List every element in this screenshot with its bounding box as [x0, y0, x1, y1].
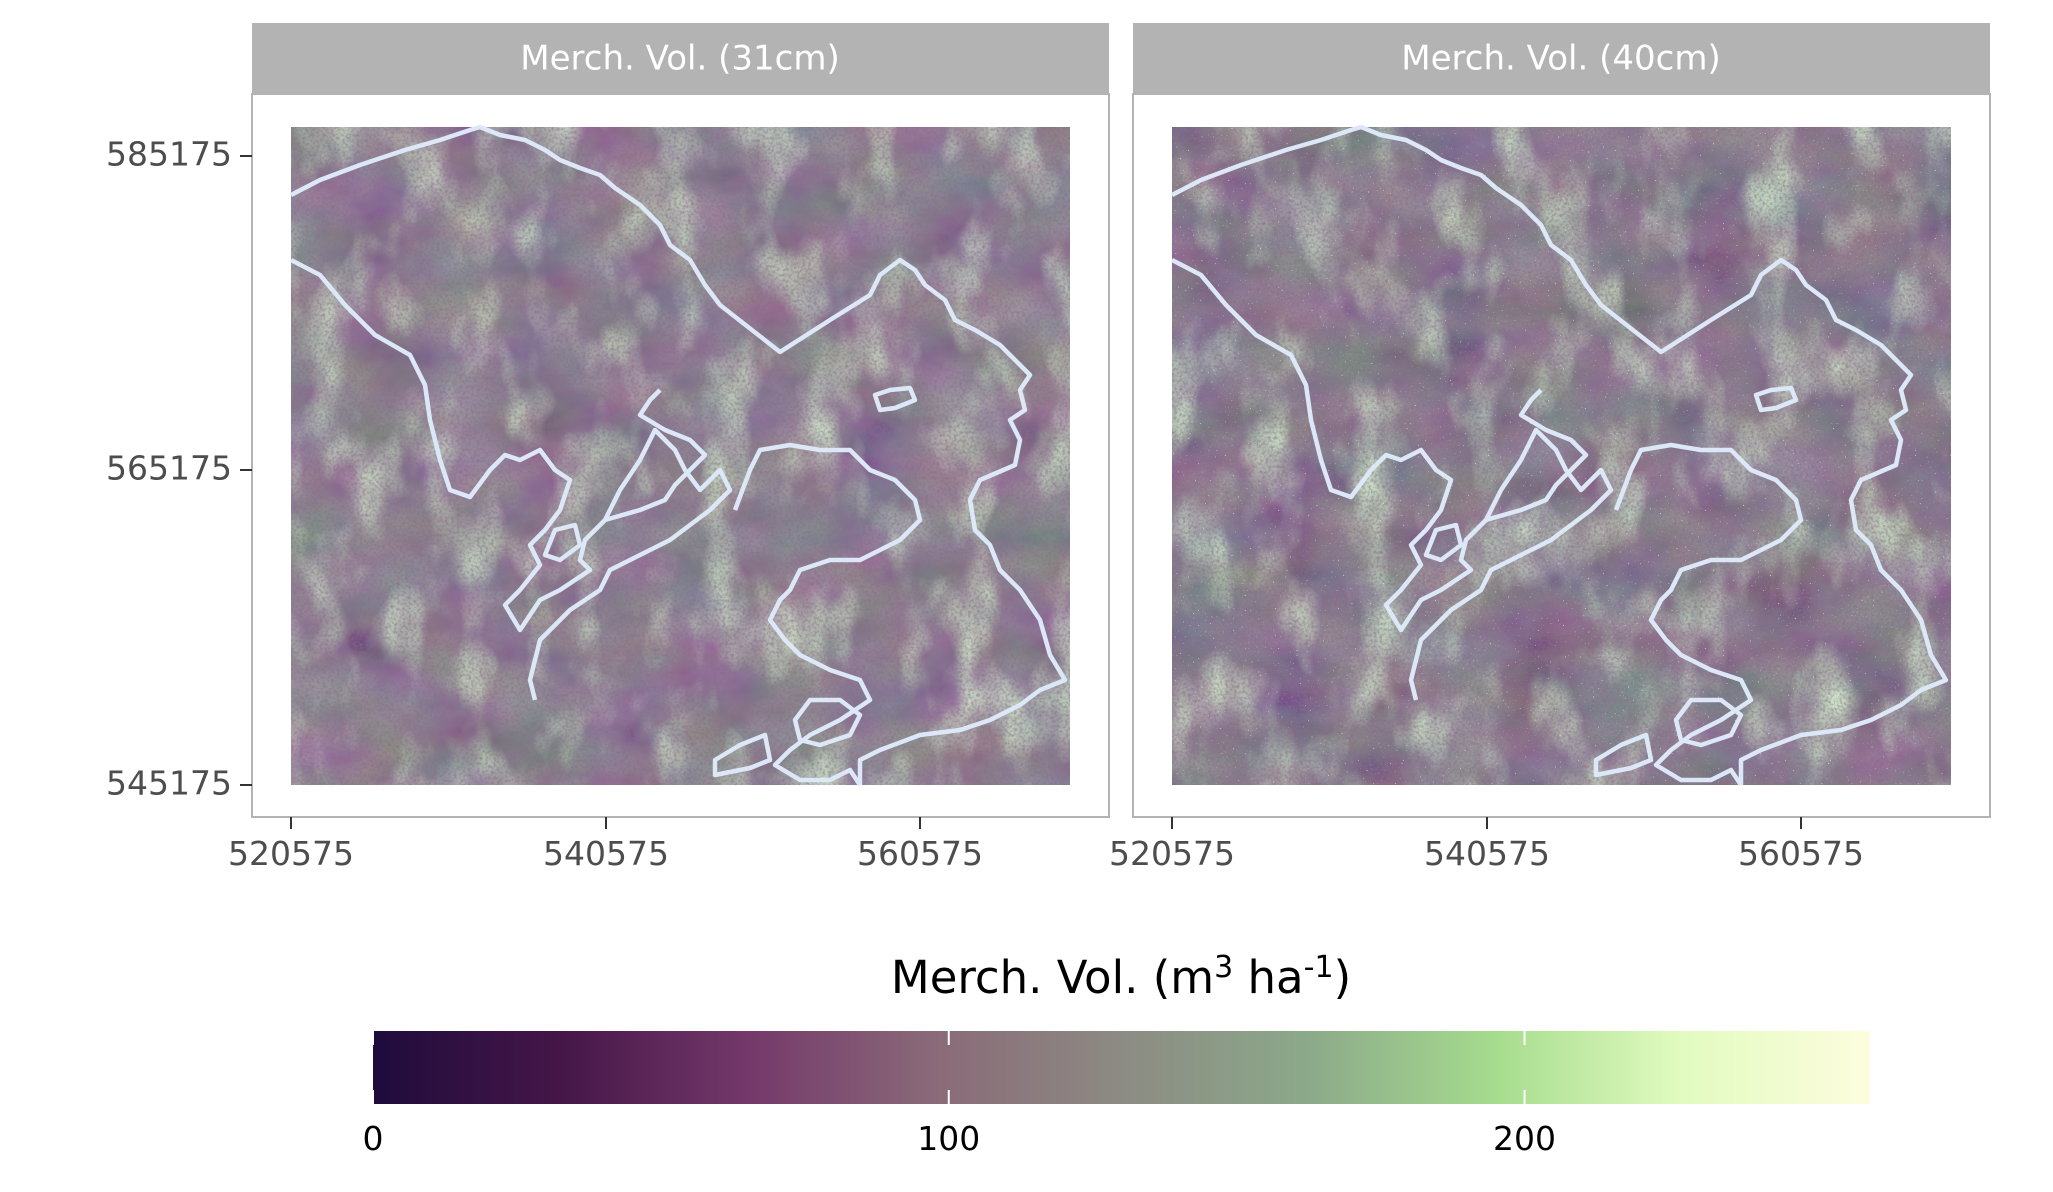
panel-2-boundary-east: [1613, 442, 1804, 787]
x-axis-panel-2: 520575 540575 560575: [1109, 817, 1864, 873]
panel-2-strip: [1133, 23, 1990, 94]
panel-2-raster: [1172, 127, 1951, 785]
panel-1-boundary-east: [732, 442, 923, 787]
x-tick-label-p1-2: 560575: [857, 834, 983, 873]
legend-title: Merch. Vol. (m3 ha-1): [891, 950, 1351, 1004]
x-tick-label-p1-1: 540575: [543, 834, 669, 873]
legend-tick-label-2: 200: [1493, 1119, 1556, 1158]
panel-1-boundary-loop-d: [542, 522, 583, 563]
y-axis: 585175 565175 545175: [106, 135, 252, 803]
panel-2-boundary-loop-c: [1673, 697, 1744, 748]
legend-ticks: 0 100 200: [363, 1031, 1556, 1158]
panel-1-boundary-west: [289, 258, 708, 633]
x-tick-label-p1-0: 520575: [228, 834, 354, 873]
panel-2-strip-label: Merch. Vol. (40cm): [1401, 39, 1720, 79]
panel-1-raster: [291, 127, 1070, 785]
panel-1-boundary-loop-b: [712, 732, 773, 778]
panel-1-boundary-main: [289, 124, 1068, 785]
legend-tick-label-0: 0: [363, 1119, 384, 1158]
panel-1-boundary-interior: [527, 427, 733, 701]
x-tick-label-p2-1: 540575: [1424, 834, 1550, 873]
legend-colorbar: [373, 1031, 1870, 1104]
panel-1: Merch. Vol. (31cm): [251, 23, 1110, 818]
panel-1-boundary-loop-a: [872, 385, 918, 413]
y-tick-label-1: 565175: [106, 449, 232, 488]
panel-1-boundary-loop-c: [792, 697, 863, 748]
x-axis-panel-1: 520575 540575 560575: [228, 817, 983, 873]
panel-2-boundary-loop-b: [1593, 732, 1654, 778]
panel-1-strip-label: Merch. Vol. (31cm): [520, 39, 839, 79]
legend: Merch. Vol. (m3 ha-1) 0 100 200: [363, 950, 1870, 1158]
panel-2-boundary-loop-a: [1753, 385, 1799, 413]
x-tick-label-p2-2: 560575: [1738, 834, 1864, 873]
panel-1-strip: [252, 23, 1109, 94]
panel-2-boundary-main: [1170, 124, 1949, 785]
x-tick-label-p2-0: 520575: [1109, 834, 1235, 873]
y-tick-label-2: 545175: [106, 764, 232, 803]
panel-2-boundary-loop-d: [1423, 522, 1464, 563]
panel-2: Merch. Vol. (40cm): [1132, 23, 1991, 818]
panel-2-boundary-west: [1170, 258, 1589, 633]
y-tick-label-0: 585175: [106, 135, 232, 174]
legend-tick-label-1: 100: [917, 1119, 980, 1158]
panel-2-boundary-interior: [1408, 427, 1614, 701]
